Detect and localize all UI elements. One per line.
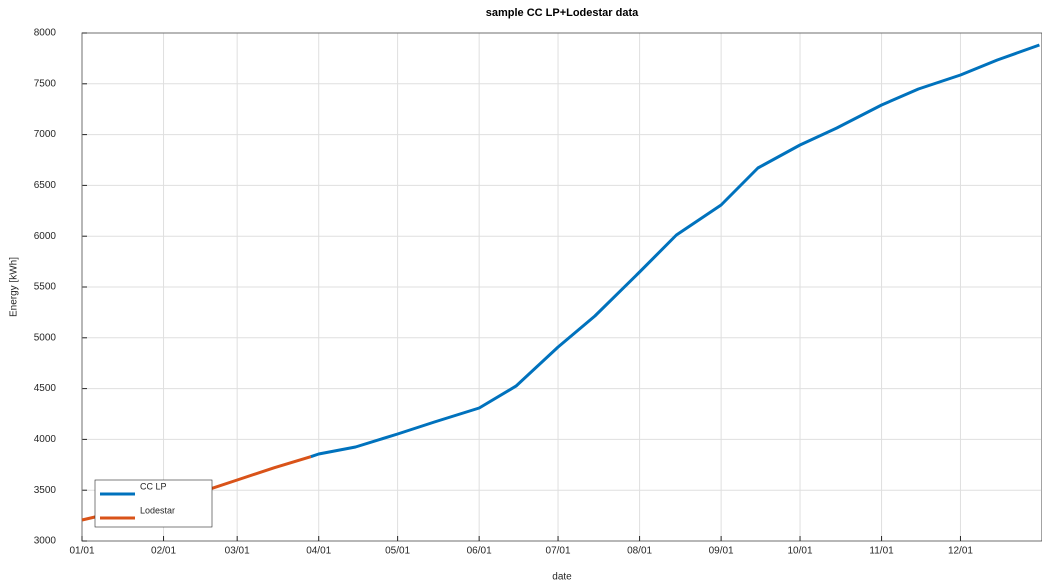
y-tick-label: 5000	[34, 332, 57, 343]
y-axis-label: Energy [kWh]	[9, 257, 20, 317]
y-tick-label: 3500	[34, 485, 57, 496]
chart-title: sample CC LP+Lodestar data	[486, 7, 639, 19]
x-tick-label: 11/01	[869, 546, 894, 557]
y-tick-label: 7500	[34, 78, 57, 89]
y-tick-label: 6000	[34, 231, 57, 242]
legend: CC LP Lodestar	[94, 479, 213, 528]
legend-label: Lodestar	[140, 505, 175, 515]
legend-label: CC LP	[140, 481, 167, 491]
x-tick-label: 10/01	[788, 546, 813, 557]
y-tick-label: 8000	[34, 28, 57, 39]
y-tick-label: 5500	[34, 282, 57, 293]
series-line	[310, 43, 1040, 459]
y-tick-label: 7000	[34, 129, 57, 140]
x-tick-label: 07/01	[546, 546, 571, 557]
y-tick-label: 4500	[34, 383, 57, 394]
x-tick-label: 03/01	[225, 546, 250, 557]
x-tick-label: 01/01	[69, 546, 94, 557]
plot-frame	[81, 32, 1042, 542]
x-tick-label: 02/01	[151, 546, 176, 557]
x-tick-label: 06/01	[467, 546, 492, 557]
x-tick-label: 09/01	[709, 546, 734, 557]
x-tick-label: 05/01	[385, 546, 410, 557]
y-tick-label: 6500	[34, 180, 57, 191]
y-tick-label: 3000	[34, 536, 57, 547]
y-tick-label: 4000	[34, 434, 57, 445]
x-tick-label: 08/01	[627, 546, 652, 557]
x-tick-label: 12/01	[948, 546, 973, 557]
x-tick-label: 04/01	[306, 546, 331, 557]
x-axis-label: date	[552, 572, 572, 583]
